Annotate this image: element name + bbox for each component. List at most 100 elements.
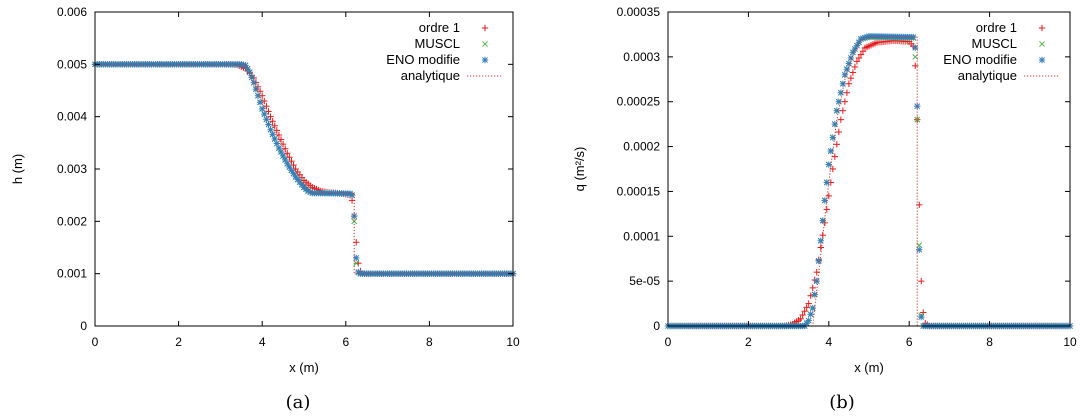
y-tick-label: 0.005 — [57, 57, 87, 71]
y-tick-label: 0.00025 — [617, 95, 661, 109]
y-tick-label: 0.0002 — [623, 140, 660, 154]
y-tick-label: 0.00015 — [617, 184, 661, 198]
data-point — [847, 54, 855, 62]
x-axis-label: x (m) — [854, 360, 884, 375]
data-point — [918, 313, 925, 321]
y-tick-label: 0.0003 — [623, 50, 660, 64]
data-point — [841, 98, 849, 105]
y-tick-label: 0.00035 — [617, 5, 661, 19]
data-point — [833, 141, 841, 148]
x-tick-label: 6 — [342, 335, 349, 349]
data-point — [805, 300, 812, 307]
legend-key — [1038, 56, 1046, 64]
chart-a-water-depth: 0 2 4 6 8 10 0 0.001 0.002 0.003 0.004 0.005 0.006 x… — [10, 5, 520, 413]
x-tick-label: 2 — [175, 335, 182, 349]
data-point — [853, 58, 861, 65]
data-point — [817, 244, 824, 251]
x-tick-label: 10 — [1063, 335, 1077, 349]
data-point — [839, 80, 847, 87]
data-point — [839, 107, 847, 114]
data-point — [807, 292, 814, 299]
data-point — [813, 277, 820, 285]
x-tick-label: 6 — [906, 335, 913, 349]
data-point — [353, 260, 360, 267]
data-point — [244, 65, 251, 72]
analytic-line — [668, 36, 1070, 327]
data-point — [849, 69, 857, 76]
y-axis-label: h (m) — [10, 154, 25, 184]
data-point — [803, 304, 810, 311]
y-axis-label: q (m²/s) — [572, 147, 587, 192]
plot-frame — [667, 11, 1071, 327]
data-point — [849, 49, 857, 56]
data-point — [847, 74, 855, 82]
x-axis-label: x (m) — [289, 360, 319, 375]
data-point — [827, 147, 835, 155]
data-point — [801, 307, 808, 315]
data-point — [823, 206, 830, 213]
data-point — [809, 284, 816, 292]
data-point — [805, 317, 812, 324]
legend-key — [481, 56, 489, 64]
data-point — [859, 48, 867, 55]
x-tick-label: 4 — [259, 335, 266, 349]
caption-a: (a) — [286, 392, 311, 413]
data-point — [811, 291, 818, 298]
data-point — [819, 231, 826, 239]
analytic-line — [95, 63, 513, 275]
data-point — [910, 33, 917, 41]
data-point — [259, 105, 266, 113]
data-point — [286, 163, 293, 171]
legend-label: analytique — [958, 68, 1017, 83]
data-point — [845, 60, 853, 67]
legend-key — [481, 24, 489, 32]
legend-label: ordre 1 — [976, 20, 1017, 35]
data-point — [912, 62, 919, 70]
data-point — [275, 131, 283, 139]
data-point — [807, 311, 814, 318]
data-point — [857, 51, 865, 58]
data-point — [242, 62, 249, 69]
legend-label: ENO modifie — [386, 52, 460, 67]
series-ordre-1 — [91, 61, 517, 277]
data-point — [825, 161, 832, 168]
series-muscl — [92, 61, 516, 277]
data-point — [831, 153, 839, 160]
x-tick-label: 0 — [92, 335, 99, 349]
data-point — [348, 191, 356, 199]
legend-key — [1039, 41, 1045, 47]
y-tick-label: 0.004 — [57, 110, 87, 124]
caption-b: (b) — [829, 392, 855, 413]
x-tick-label: 8 — [986, 335, 993, 349]
x-tick-label: 2 — [745, 335, 752, 349]
x-tick-label: 8 — [426, 335, 433, 349]
y-tick-label: 0 — [653, 319, 660, 333]
data-point — [271, 122, 278, 130]
data-point — [829, 165, 837, 173]
data-point — [269, 118, 276, 125]
data-point — [252, 85, 260, 93]
data-point — [261, 97, 268, 105]
data-point — [837, 89, 845, 96]
x-tick-label: 4 — [825, 335, 832, 349]
x-tick-label: 0 — [665, 335, 672, 349]
data-point — [281, 145, 289, 152]
y-tick-label: 0.0001 — [623, 229, 660, 243]
data-point — [843, 65, 851, 73]
data-point — [254, 92, 262, 99]
y-tick-label: 5e-05 — [629, 274, 660, 288]
data-point — [843, 89, 851, 96]
y-tick-label: 0.002 — [57, 214, 87, 228]
data-point — [263, 116, 270, 123]
legend-key — [482, 41, 488, 47]
series-eno-modifie — [91, 61, 517, 277]
legend-label: ordre 1 — [419, 20, 460, 35]
y-tick-label: 0.001 — [57, 267, 87, 281]
legend-label: ENO modifie — [943, 52, 1017, 67]
data-point — [265, 121, 272, 128]
legend-label: MUSCL — [414, 36, 460, 51]
legend-key — [1038, 24, 1046, 32]
series-analytique — [95, 63, 513, 275]
data-point — [918, 277, 925, 285]
